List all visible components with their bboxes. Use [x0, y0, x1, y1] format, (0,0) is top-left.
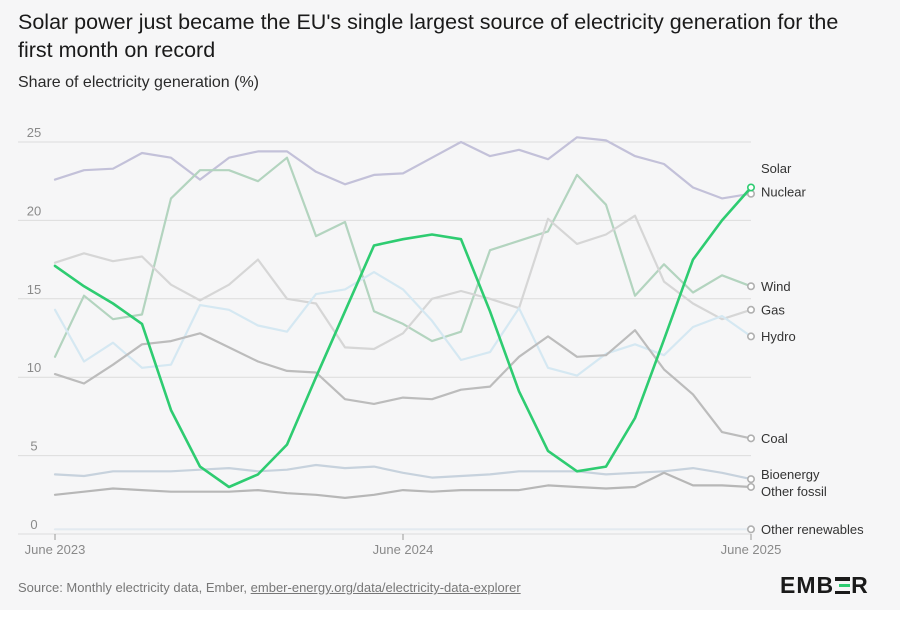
- logo-e-mark: [835, 577, 851, 594]
- line-chart: 0 5 10 15 20 25 June 2023 June 2024 June 2025 S…: [18, 125, 864, 557]
- series-line-bioenergy: [53, 463, 753, 481]
- legend-label-other_fossil: Other fossil: [761, 484, 827, 499]
- series-line-hydro: [53, 271, 753, 377]
- x-tick-label: June 2025: [721, 542, 782, 557]
- y-tick-label: 25: [27, 125, 41, 140]
- x-tick-label: June 2023: [25, 542, 86, 557]
- series-line-gas: [53, 214, 753, 351]
- x-tick-labels: June 2023 June 2024 June 2025: [25, 542, 782, 557]
- y-tick-labels: 0 5 10 15 20 25: [27, 125, 41, 532]
- legend-label-nuclear: Nuclear: [761, 185, 806, 200]
- y-tick-label: 15: [27, 282, 41, 297]
- legend-label-coal: Coal: [761, 431, 788, 446]
- legend-label-wind: Wind: [761, 279, 791, 294]
- series-end-marker-coal: [746, 434, 755, 443]
- series-end-marker-other_renewables: [746, 525, 755, 534]
- chart-title: Solar power just became the EU's single …: [18, 10, 839, 62]
- series-line-nuclear: [53, 136, 753, 200]
- legend-label-hydro: Hydro: [761, 329, 796, 344]
- legend-label-gas: Gas: [761, 302, 785, 317]
- y-tick-label: 5: [30, 439, 37, 454]
- source-text: Source: Monthly electricity data, Ember,: [18, 580, 251, 595]
- source-link[interactable]: ember-energy.org/data/electricity-data-e…: [250, 580, 521, 595]
- logo-text-right: R: [851, 572, 869, 598]
- legend-label-other_renewables: Other renewables: [761, 522, 864, 537]
- grid-lines: [18, 141, 752, 540]
- y-tick-label: 20: [27, 203, 41, 218]
- legend-label-bioenergy: Bioenergy: [761, 467, 820, 482]
- series-line-wind: [53, 156, 753, 358]
- x-tick-label: June 2024: [373, 542, 434, 557]
- series-end-marker-hydro: [746, 332, 755, 341]
- legend-label-solar: Solar: [761, 161, 792, 176]
- series-end-marker-gas: [746, 305, 755, 314]
- logo-text-left: EMB: [780, 572, 835, 598]
- source-note: Source: Monthly electricity data, Ember,…: [18, 580, 521, 595]
- series-line-other_fossil: [53, 471, 753, 499]
- series-end-marker-other_fossil: [746, 482, 755, 491]
- y-tick-label: 10: [27, 360, 41, 375]
- series-line-solar: [53, 186, 753, 489]
- legend: Solar Nuclear Wind Gas Hydro Coal Bioenergy Oth…: [761, 161, 864, 537]
- series-end-marker-solar: [746, 183, 755, 192]
- series-end-marker-wind: [746, 282, 755, 291]
- ember-logo: EMB R: [780, 572, 869, 599]
- y-tick-label: 0: [30, 517, 37, 532]
- series-end-marker-bioenergy: [746, 475, 755, 484]
- chart-subtitle: Share of electricity generation (%): [18, 74, 259, 91]
- series-line-coal: [53, 329, 753, 440]
- series-lines: [53, 136, 755, 534]
